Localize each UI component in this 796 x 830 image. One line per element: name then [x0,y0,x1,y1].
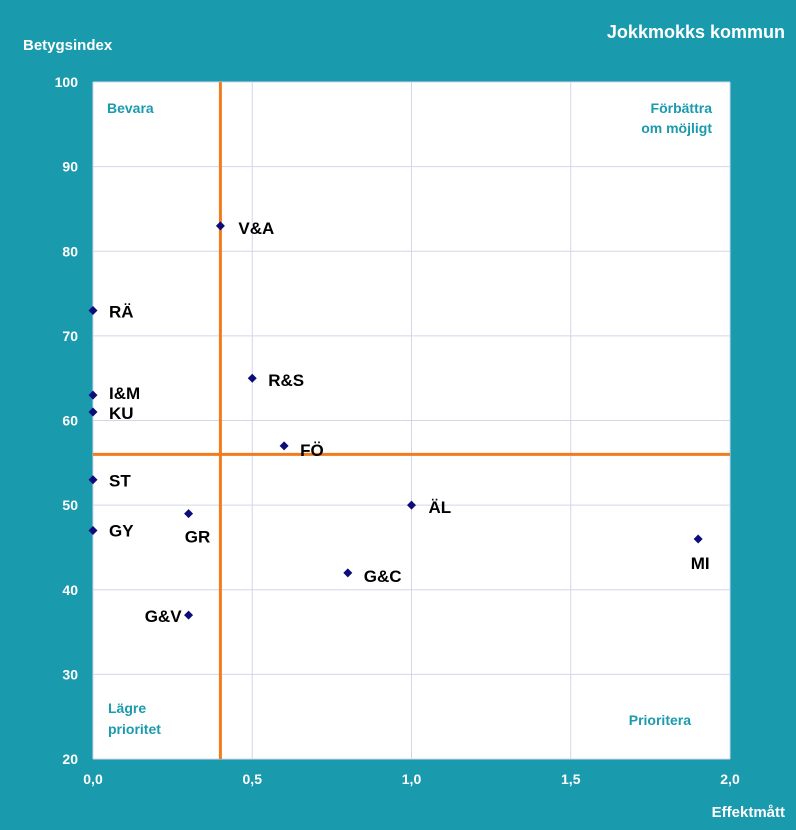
data-label-gy: GY [109,522,134,541]
data-label-r-s: R&S [268,371,304,390]
data-point-st [88,475,98,485]
data-label-fö: FÖ [300,441,324,460]
data-point-rä [88,305,98,315]
x-tick-label: 1,5 [561,771,581,787]
y-tick-label: 70 [62,328,78,344]
data-points: V&A RÄ R&S I&MKU FÖ ST ÄL GR GY MI G&C G&V [88,219,710,626]
y-tick-label: 40 [62,582,78,598]
data-point-i-m [88,390,98,400]
x-tick-labels: 0,0 0,5 1,0 1,5 2,0 [83,771,740,787]
data-point-g-v [184,610,194,620]
x-tick-label: 1,0 [402,771,422,787]
data-point-ku [88,407,98,417]
y-axis-label: Betygsindex [23,37,113,54]
grid-lines [92,81,731,760]
quadrant-label-bottom-left-2: prioritet [108,721,161,737]
data-point-fö [279,441,289,451]
data-label-mi: MI [691,554,710,573]
quadrant-label-top-right-2: om möjligt [641,120,712,136]
y-tick-label: 20 [62,751,78,767]
data-label-ku: KU [109,404,134,423]
y-tick-label: 60 [62,413,78,429]
data-point-v-a [215,221,225,231]
quadrant-label-bottom-right: Prioritera [629,712,691,728]
data-point-äl [407,500,416,510]
y-tick-labels: 20 30 40 50 60 70 80 90 100 [55,74,79,767]
x-tick-label: 0,0 [83,771,103,787]
y-tick-label: 90 [62,159,78,175]
data-label-st: ST [109,472,131,491]
quadrant-labels: Bevara Förbättra om möjligt Lägre priori… [107,100,712,737]
y-tick-label: 30 [62,666,78,682]
data-label-g-c: G&C [364,567,402,586]
data-point-g-c [343,568,353,578]
y-tick-label: 80 [62,243,78,259]
data-label-v-a: V&A [238,219,274,238]
data-label-i-m: I&M [109,384,140,403]
x-axis-label: Effektmått [712,804,785,821]
quadrant-label-bottom-left-1: Lägre [108,700,146,716]
data-label-g-v: G&V [145,607,183,626]
data-point-mi [693,534,703,544]
x-tick-label: 0,5 [243,771,263,787]
quadrant-label-top-left: Bevara [107,100,154,116]
reference-lines [93,82,730,759]
data-point-r-s [247,373,257,383]
x-tick-label: 2,0 [720,771,740,787]
data-point-gr [184,509,194,519]
data-label-gr: GR [185,528,211,547]
y-tick-label: 100 [55,74,79,90]
y-tick-label: 50 [62,497,78,513]
data-point-gy [88,526,98,536]
data-label-äl: ÄL [429,498,452,517]
quadrant-label-top-right-1: Förbättra [651,100,713,116]
chart-title: Jokkmokks kommun [607,22,785,42]
data-label-rä: RÄ [109,302,134,321]
